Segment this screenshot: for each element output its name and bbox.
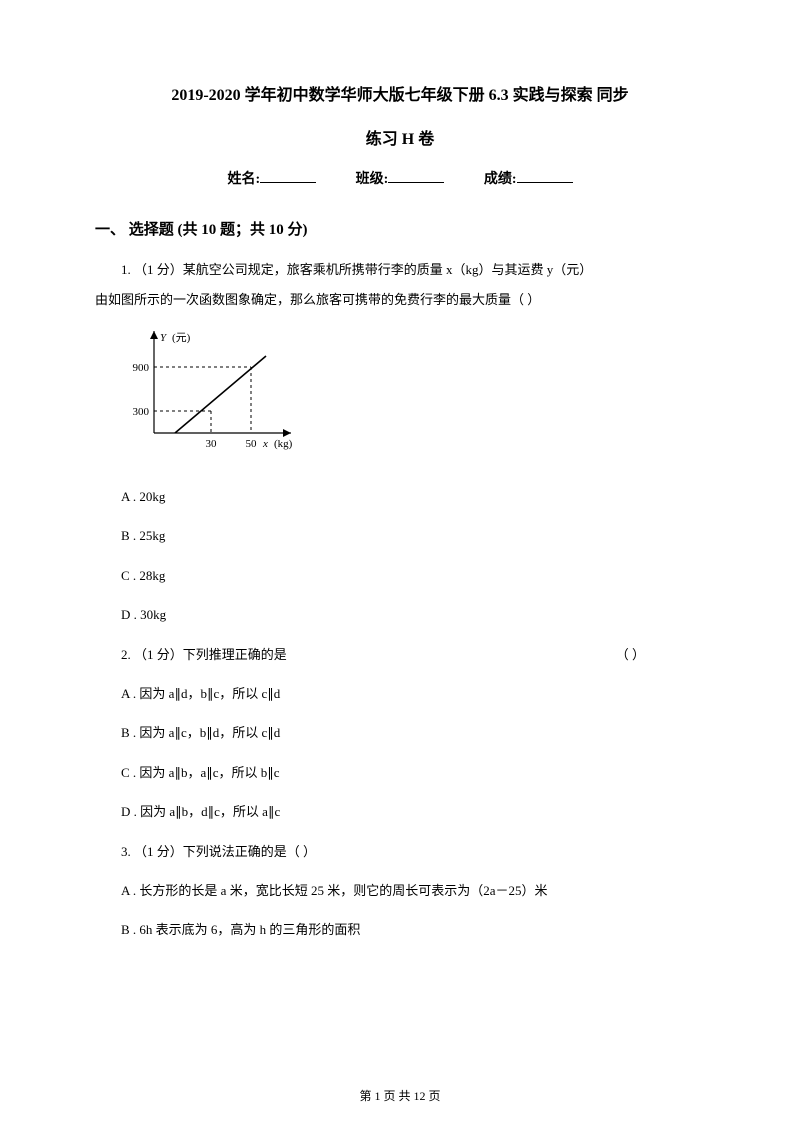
q1-option-b: B . 25kg <box>95 524 705 547</box>
svg-text:Y: Y <box>160 332 168 344</box>
q1-chart: 300 900 30 50 Y (元) x (kg) <box>121 325 301 467</box>
section-heading: 一、 选择题 (共 10 题；共 10 分) <box>95 218 705 239</box>
score-blank <box>517 169 573 183</box>
q2-text: 2. （1 分）下列推理正确的是 <box>95 643 287 666</box>
svg-text:x: x <box>262 438 268 450</box>
q1-option-a: A . 20kg <box>95 485 705 508</box>
svg-text:300: 300 <box>133 406 150 418</box>
q2-option-c: C . 因为 a∥b，a∥c，所以 b∥c <box>95 761 705 784</box>
q1-option-d: D . 30kg <box>95 603 705 626</box>
name-label: 姓名: <box>227 172 260 187</box>
q2-option-d: D . 因为 a∥b，d∥c，所以 a∥c <box>95 800 705 823</box>
q2-paren: （ ） <box>287 643 705 666</box>
score-field: 成绩: <box>484 168 573 188</box>
svg-text:30: 30 <box>206 438 218 450</box>
class-field: 班级: <box>356 168 445 188</box>
class-label: 班级: <box>356 172 389 187</box>
q1-line2: 由如图所示的一次函数图象确定，那么旅客可携带的免费行李的最大质量（ ） <box>95 287 705 313</box>
svg-text:900: 900 <box>133 362 150 374</box>
class-blank <box>388 169 444 183</box>
q1-line1: 1. （1 分）某航空公司规定，旅客乘机所携带行李的质量 x（kg）与其运费 y… <box>95 257 705 283</box>
page-footer: 第 1 页 共 12 页 <box>0 1087 800 1104</box>
svg-text:50: 50 <box>246 438 258 450</box>
q2-text-row: 2. （1 分）下列推理正确的是 （ ） <box>95 643 705 666</box>
name-blank <box>260 169 316 183</box>
document-title-line2: 练习 H 卷 <box>95 124 705 156</box>
score-label: 成绩: <box>484 172 517 187</box>
svg-text:(元): (元) <box>172 332 191 344</box>
svg-text:(kg): (kg) <box>274 438 293 450</box>
chart-svg: 300 900 30 50 Y (元) x (kg) <box>121 325 301 467</box>
q2-option-b: B . 因为 a∥c，b∥d，所以 c∥d <box>95 721 705 744</box>
document-title-line1: 2019-2020 学年初中数学华师大版七年级下册 6.3 实践与探索 同步 <box>95 80 705 112</box>
q3-option-b: B . 6h 表示底为 6，高为 h 的三角形的面积 <box>95 918 705 941</box>
q3-option-a: A . 长方形的长是 a 米，宽比长短 25 米，则它的周长可表示为（2a－25… <box>95 879 705 902</box>
name-field: 姓名: <box>227 168 316 188</box>
q3-text: 3. （1 分）下列说法正确的是（ ） <box>95 840 705 863</box>
q1-option-c: C . 28kg <box>95 564 705 587</box>
q2-option-a: A . 因为 a∥d，b∥c，所以 c∥d <box>95 682 705 705</box>
student-info-row: 姓名: 班级: 成绩: <box>95 168 705 188</box>
